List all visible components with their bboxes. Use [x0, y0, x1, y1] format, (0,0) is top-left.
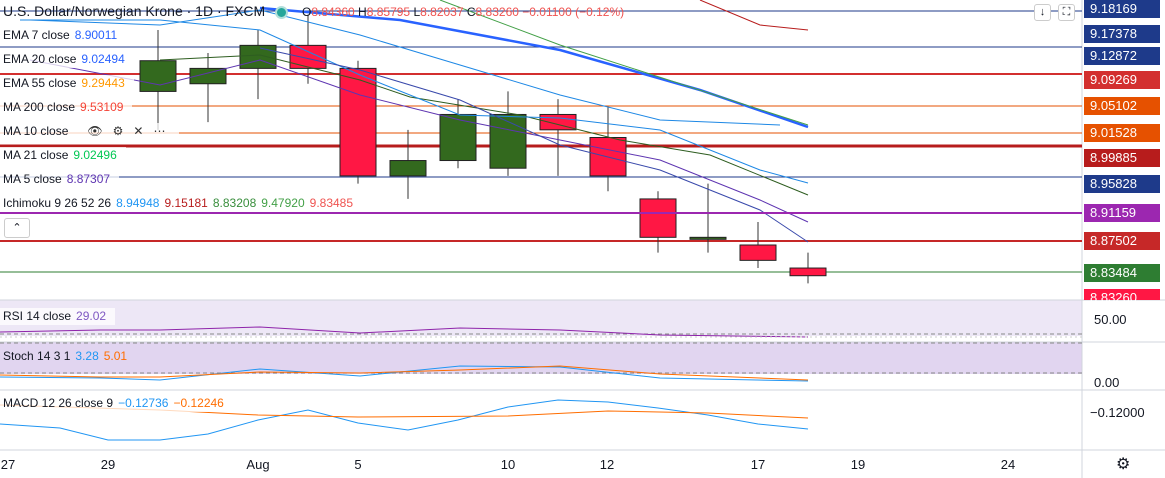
stoch-k-line	[0, 365, 809, 382]
time-axis-label: 29	[100, 457, 116, 472]
close-icon[interactable]: ✕	[133, 124, 144, 138]
stoch-axis-label: 0.00	[1094, 375, 1120, 390]
candle-up	[689, 236, 727, 240]
macd-axis-label: −0.12000	[1090, 405, 1145, 420]
indicator-legend-row[interactable]: MA 10 close 👁 ⚙ ✕ ⋯	[0, 123, 180, 140]
candle-up	[239, 44, 277, 69]
macd-line	[0, 399, 809, 441]
macd-legend[interactable]: MACD 12 26 close 9 −0.12736 −0.12246	[0, 395, 233, 412]
ma-line	[259, 47, 809, 243]
price-tag: 9.18169	[1084, 0, 1160, 18]
stoch-d-line	[0, 365, 809, 381]
candle-down	[289, 44, 327, 69]
indicator-legend-row[interactable]: EMA 20 close 9.02494	[0, 51, 134, 68]
rsi-line	[0, 326, 809, 338]
price-tag: 9.09269	[1084, 71, 1160, 89]
candle-up	[439, 113, 477, 162]
time-axis-label: 10	[500, 457, 516, 472]
price-tag: 9.12872	[1084, 47, 1160, 65]
candle-down	[789, 267, 827, 277]
ohlc-values: O8.84360 H8.85795 L8.82037 C8.83260 −0.0…	[301, 5, 625, 19]
ema-line	[29, 9, 781, 126]
ma200-line	[259, 6, 809, 129]
ma-line	[159, 54, 809, 196]
time-axis-label: 17	[750, 457, 766, 472]
indicator-legend-row[interactable]: MA 200 close 9.53109	[0, 99, 133, 116]
candle-down	[739, 244, 777, 261]
stoch-legend[interactable]: Stoch 14 3 1 3.28 5.01	[3, 349, 128, 363]
candle-up	[389, 160, 427, 177]
price-tag: 9.05102	[1084, 97, 1160, 115]
ma-line	[20, 19, 809, 184]
price-tag: 8.95828	[1084, 175, 1160, 193]
candle-up	[189, 67, 227, 85]
market-status-icon	[275, 5, 289, 19]
price-tag: 8.83484	[1084, 264, 1160, 282]
scroll-down-icon[interactable]: ↓	[1034, 4, 1051, 21]
gear-icon[interactable]: ⚙	[1116, 456, 1131, 473]
indicator-legend-row[interactable]: MA 21 close 9.02496	[0, 147, 126, 164]
ema-line	[439, 0, 809, 126]
candle-down	[639, 198, 677, 238]
candle-down	[539, 113, 577, 131]
price-tag: 8.83260	[1084, 289, 1160, 305]
time-axis-label: Aug	[246, 457, 270, 472]
time-axis-label: 12	[599, 457, 615, 472]
fullscreen-icon[interactable]: ⛶	[1058, 4, 1075, 21]
eye-icon[interactable]: 👁	[87, 124, 103, 138]
price-tag: 9.01528	[1084, 124, 1160, 142]
price-tag: 8.91159	[1084, 204, 1160, 222]
candle-up	[489, 113, 527, 169]
price-tag: 9.17378	[1084, 25, 1160, 43]
more-icon[interactable]: ⋯	[153, 124, 166, 138]
symbol-title[interactable]: U.S. Dollar/Norwegian Krone · 1D · FXCM	[3, 3, 266, 19]
time-axis-label: 19	[850, 457, 866, 472]
candle-down	[339, 67, 377, 177]
rsi-band	[0, 300, 1082, 336]
candle-up	[139, 60, 177, 92]
time-axis-label: 24	[1000, 457, 1016, 472]
indicator-legend-row[interactable]: EMA 7 close 8.90011	[0, 27, 127, 44]
stoch-band	[0, 342, 1082, 374]
price-tag: 8.99885	[1084, 149, 1160, 167]
indicator-legend-row[interactable]: MA 5 close 8.87307	[0, 171, 120, 188]
indicator-legend-row[interactable]: EMA 55 close 9.29443	[0, 75, 134, 92]
gear-icon[interactable]: ⚙	[112, 124, 124, 138]
rsi-axis-label: 50.00	[1094, 312, 1127, 327]
time-axis-label: 27	[0, 457, 16, 472]
collapse-legend-button[interactable]: ⌃	[4, 218, 30, 238]
rsi-legend[interactable]: RSI 14 close 29.02	[0, 308, 116, 325]
ichimoku-legend[interactable]: Ichimoku 9 26 52 26 8.94948 9.15181 8.83208…	[3, 196, 354, 210]
ichimoku-line	[699, 0, 809, 31]
price-tag: 8.87502	[1084, 232, 1160, 250]
symbol-header: U.S. Dollar/Norwegian Krone · 1D · FXCM …	[3, 3, 624, 19]
ma-line	[29, 59, 809, 223]
time-axis-label: 5	[354, 457, 362, 472]
